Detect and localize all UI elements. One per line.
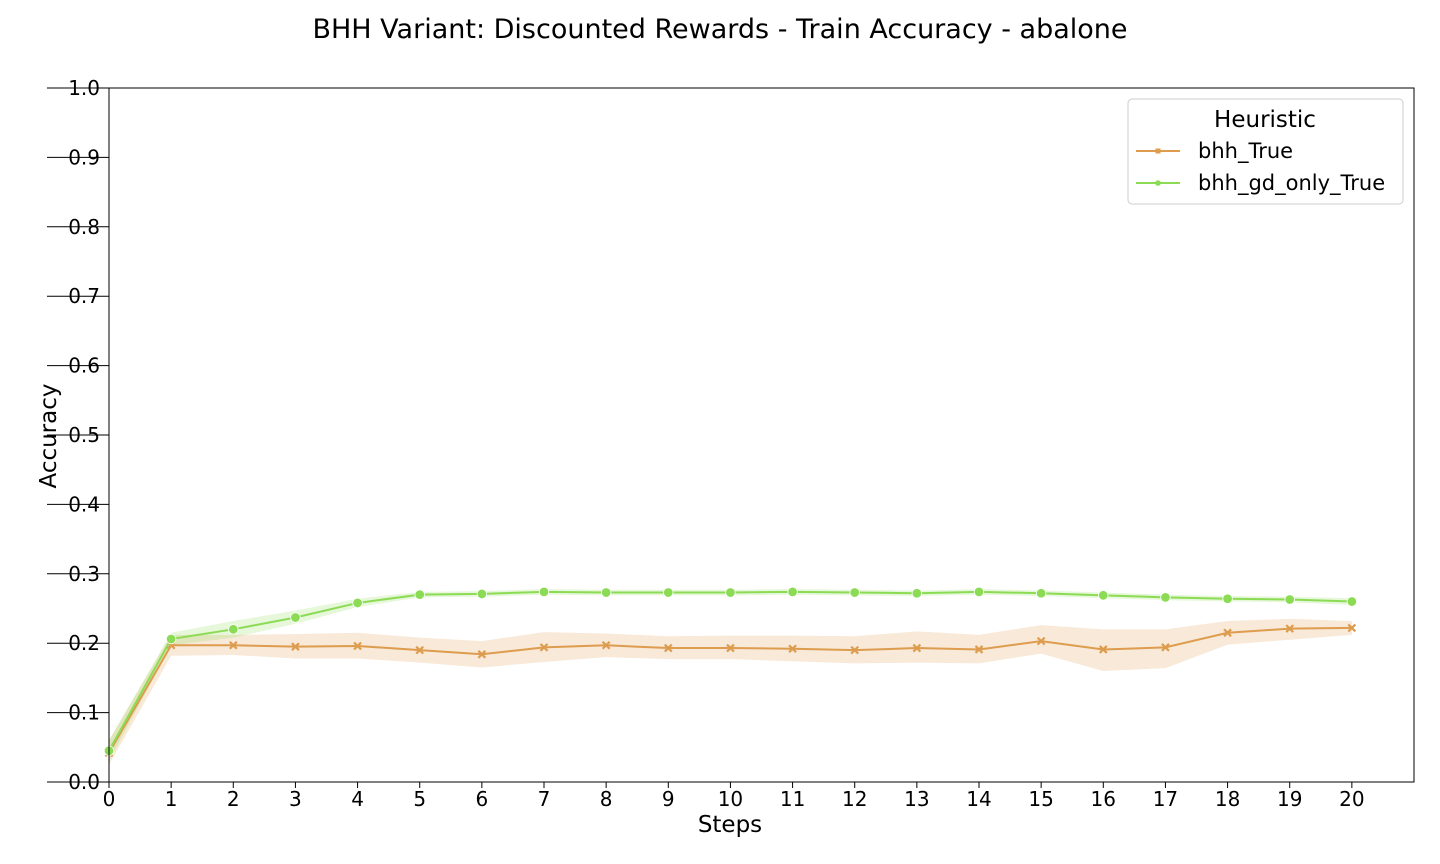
point-bhh-gd-only-true-6 <box>476 588 488 600</box>
point-bhh-true-12 <box>850 645 859 655</box>
point-bhh-gd-only-true-20 <box>1346 596 1358 607</box>
band-bhh-true <box>109 618 1352 765</box>
point-bhh-true-17 <box>1161 643 1170 652</box>
point-bhh-gd-only-true-15 <box>1035 588 1047 599</box>
point-bhh-true-4 <box>353 641 362 651</box>
x-tick-label-11: 11 <box>780 787 805 811</box>
x-tick-label-6: 6 <box>475 787 488 811</box>
point-bhh-true-14 <box>974 645 984 654</box>
x-tick-label-12: 12 <box>842 787 867 811</box>
point-bhh-gd-only-true-19 <box>1284 594 1295 605</box>
point-bhh-gd-only-true-5 <box>414 589 425 600</box>
y-tick-label-0.0: 0.0 <box>68 770 100 794</box>
point-bhh-true-6 <box>477 650 487 659</box>
x-tick-label-7: 7 <box>538 787 551 811</box>
y-tick-label-1.0: 1.0 <box>68 76 100 100</box>
legend: Heuristic bhh_True bhh_gd_only_True <box>1127 98 1404 205</box>
y-tick-label-0.2: 0.2 <box>68 631 100 655</box>
point-bhh-true-18 <box>1223 628 1232 638</box>
x-tick-label-17: 17 <box>1153 787 1178 811</box>
point-bhh-true-2 <box>229 641 238 650</box>
series-markers <box>103 586 1358 758</box>
y-tick-label-0.3: 0.3 <box>68 562 100 586</box>
point-bhh-true-7 <box>539 643 549 652</box>
point-bhh-gd-only-true-7 <box>538 586 550 598</box>
x-tick-label-18: 18 <box>1215 787 1240 811</box>
point-bhh-gd-only-true-9 <box>663 587 674 598</box>
legend-label-bhh-true: bhh_True <box>1198 139 1293 164</box>
point-bhh-gd-only-true-16 <box>1098 590 1109 601</box>
point-bhh-gd-only-true-4 <box>352 597 363 609</box>
point-bhh-gd-only-true-12 <box>849 587 860 598</box>
legend-box <box>1127 98 1404 205</box>
y-tick-label-0.6: 0.6 <box>68 354 100 378</box>
point-bhh-true-16 <box>1099 645 1108 654</box>
point-bhh-true-10 <box>726 643 735 653</box>
chart-title: BHH Variant: Discounted Rewards - Train … <box>312 14 1127 45</box>
point-bhh-gd-only-true-17 <box>1160 592 1171 603</box>
x-tick-label-4: 4 <box>351 787 364 811</box>
legend-marker-bhh-true <box>1155 148 1161 154</box>
point-bhh-gd-only-true-8 <box>600 587 612 598</box>
x-tick-label-15: 15 <box>1028 787 1053 811</box>
point-bhh-true-8 <box>601 641 611 650</box>
x-tick-label-5: 5 <box>413 787 426 811</box>
x-tick-label-16: 16 <box>1091 787 1116 811</box>
x-tick-label-3: 3 <box>289 787 302 811</box>
y-tick-label-0.7: 0.7 <box>68 284 100 308</box>
legend-marker-bhh-gd-only-true <box>1155 180 1161 186</box>
x-tick-label-2: 2 <box>227 787 240 811</box>
point-bhh-gd-only-true-13 <box>911 588 923 599</box>
legend-label-bhh-gd-only-true: bhh_gd_only_True <box>1198 171 1385 196</box>
x-tick-label-13: 13 <box>904 787 929 811</box>
point-bhh-true-13 <box>912 643 922 653</box>
x-axis: 0 1 2 3 4 5 6 7 8 9 10 11 12 13 14 15 16 17 18 19 20 <box>103 782 1365 811</box>
y-tick-label-0.9: 0.9 <box>68 145 100 169</box>
point-bhh-gd-only-true-3 <box>290 612 301 623</box>
point-bhh-true-15 <box>1036 636 1046 646</box>
legend-title: Heuristic <box>1214 107 1316 133</box>
x-tick-label-19: 19 <box>1277 787 1302 811</box>
point-bhh-true-3 <box>291 642 300 651</box>
y-axis-label: Accuracy <box>36 383 62 488</box>
x-tick-label-9: 9 <box>662 787 675 811</box>
point-bhh-true-19 <box>1285 624 1294 633</box>
point-bhh-true-20 <box>1347 623 1357 633</box>
point-bhh-gd-only-true-18 <box>1222 593 1233 604</box>
x-tick-label-14: 14 <box>966 787 991 811</box>
x-tick-label-8: 8 <box>600 787 613 811</box>
point-bhh-gd-only-true-11 <box>787 586 798 598</box>
y-tick-label-0.8: 0.8 <box>68 215 100 239</box>
point-bhh-true-9 <box>664 643 673 653</box>
x-tick-label-20: 20 <box>1339 787 1364 811</box>
y-tick-label-0.1: 0.1 <box>68 701 100 725</box>
confidence-bands <box>109 589 1352 765</box>
point-bhh-true-11 <box>788 644 797 654</box>
x-tick-label-0: 0 <box>103 787 116 811</box>
x-tick-label-1: 1 <box>165 787 178 811</box>
x-axis-label: Steps <box>698 812 762 838</box>
point-bhh-gd-only-true-1 <box>165 633 177 645</box>
y-tick-label-0.5: 0.5 <box>68 423 100 447</box>
point-bhh-gd-only-true-2 <box>228 624 239 635</box>
point-bhh-true-5 <box>415 645 424 655</box>
y-axis: 0.0 0.1 0.2 0.3 0.4 0.5 0.6 0.7 0.8 0.9 1.0 <box>47 76 109 794</box>
y-tick-label-0.4: 0.4 <box>68 492 100 516</box>
point-bhh-gd-only-true-10 <box>725 587 736 598</box>
point-bhh-gd-only-true-14 <box>973 586 985 598</box>
x-tick-label-10: 10 <box>718 787 743 811</box>
